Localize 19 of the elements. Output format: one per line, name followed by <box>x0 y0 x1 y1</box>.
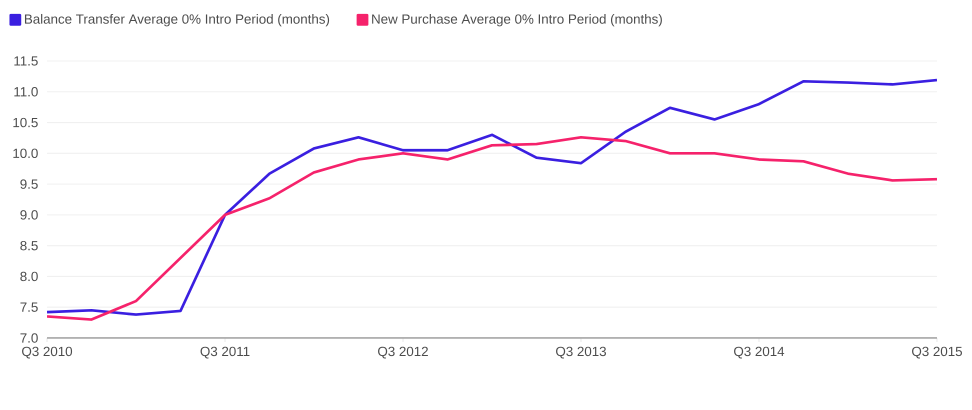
y-tick-label: 9.0 <box>20 210 38 220</box>
legend-label: New Purchase Average 0% Intro Period (months) <box>372 14 662 26</box>
x-tick-label: Q3 2012 <box>378 346 428 359</box>
x-tick-label: Q3 2015 <box>912 346 962 359</box>
x-tick-label: Q3 2014 <box>734 346 784 359</box>
y-tick-label: 7.5 <box>20 302 38 312</box>
y-tick-label: 8.0 <box>20 272 38 282</box>
legend-label: Balance Transfer Average 0% Intro Period (months) <box>24 14 330 26</box>
y-tick-label: 10.0 <box>13 148 38 158</box>
x-tick-label: Q3 2013 <box>556 346 606 359</box>
y-tick-label: 7.0 <box>20 333 38 343</box>
y-tick-label: 10.5 <box>13 118 38 128</box>
x-tick-label: Q3 2011 <box>200 346 250 359</box>
y-tick-label: 11.0 <box>14 87 38 96</box>
line-series <box>47 78 937 316</box>
y-tick-label: 9.5 <box>20 179 38 189</box>
y-tick-label: 11.5 <box>14 56 38 66</box>
x-tick-label: Q3 2010 <box>22 346 72 359</box>
y-tick-label: 8.5 <box>20 240 38 250</box>
